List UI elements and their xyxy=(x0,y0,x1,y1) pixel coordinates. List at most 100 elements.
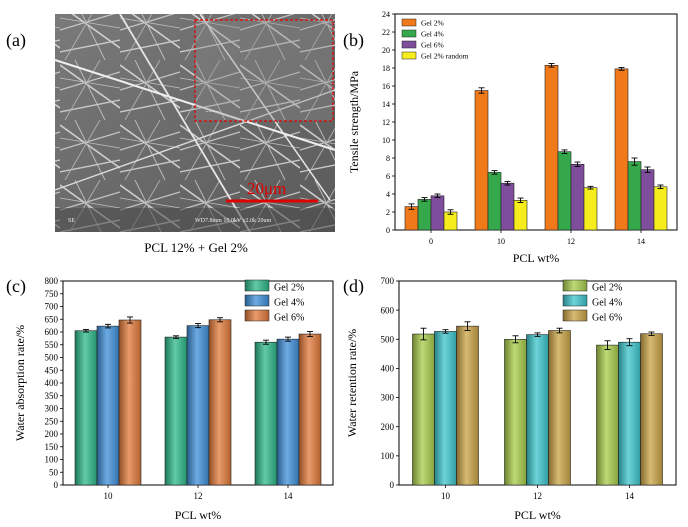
x-tick-label: 10 xyxy=(497,237,505,246)
legend-swatch xyxy=(401,40,417,49)
legend-label: Gel 6% xyxy=(592,313,622,324)
bar xyxy=(640,333,663,486)
y-tick-label: 400 xyxy=(381,364,395,374)
legend-label: Gel 2% random xyxy=(421,52,469,61)
panel-label-b: (b) xyxy=(343,30,364,51)
y-tick-label: 600 xyxy=(45,327,59,337)
chart-water-retention: 0 100 200 300 400 500 600 700 10 12 14 PCL wt% Water… xyxy=(345,276,677,522)
x-tick-label: 12 xyxy=(567,237,575,246)
legend-swatch xyxy=(562,279,588,292)
bar xyxy=(254,341,278,486)
y-tick-label: 8 xyxy=(386,154,390,163)
legend-swatch xyxy=(562,294,588,307)
bar xyxy=(618,341,641,486)
y-tick-label: 6 xyxy=(386,172,390,181)
y-tick-label: 500 xyxy=(45,353,59,363)
sem-image: ........ 20μm SE WD7.8mm 10.0kV x2.0k 20… xyxy=(54,13,336,233)
y-tick-label: 4 xyxy=(386,190,390,199)
bar xyxy=(412,333,435,486)
y-tick-label: 600 xyxy=(381,305,395,315)
y-tick-label: 500 xyxy=(381,334,395,344)
y-axis-label: Water absorption rate/% xyxy=(13,325,27,441)
y-tick-label: 800 xyxy=(45,276,59,286)
bar xyxy=(653,186,668,231)
x-tick-label: 14 xyxy=(625,491,635,501)
panel-label-c: (c) xyxy=(6,276,26,297)
y-tick-label: 250 xyxy=(45,416,59,426)
x-tick-label: 10 xyxy=(104,491,114,501)
legend-label: Gel 4% xyxy=(592,298,622,309)
sem-footer-right: WD7.8mm 10.0kV x2.0k 20um xyxy=(195,218,272,224)
y-tick-label: 0 xyxy=(386,226,390,235)
y-tick-label: 16 xyxy=(382,82,390,91)
sem-inset-region xyxy=(195,20,333,121)
legend-swatch xyxy=(244,294,270,307)
y-tick-label: 100 xyxy=(45,455,59,465)
chart-water-absorption: 0 50 100 150 200 250 300 350 400 450 500 550 600 650 7… xyxy=(13,276,334,522)
y-tick-label: 200 xyxy=(45,429,59,439)
panel-label-a: (a) xyxy=(6,30,26,51)
y-tick-label: 300 xyxy=(45,404,59,414)
bar xyxy=(526,334,549,486)
bar xyxy=(164,336,188,486)
legend-swatch xyxy=(244,279,270,292)
bar xyxy=(596,344,619,486)
y-tick-label: 350 xyxy=(45,391,59,401)
bar xyxy=(430,195,445,231)
bar xyxy=(583,187,598,231)
y-tick-label: 700 xyxy=(381,276,395,286)
legend-label: Gel 4% xyxy=(421,30,444,39)
legend-swatch xyxy=(401,18,417,27)
bar xyxy=(570,164,585,231)
y-tick-label: 750 xyxy=(45,289,59,299)
y-tick-label: 200 xyxy=(381,422,395,432)
y-tick-label: 18 xyxy=(382,64,390,73)
legend-label: Gel 2% xyxy=(421,19,444,28)
y-tick-label: 150 xyxy=(45,442,59,452)
bar xyxy=(186,325,210,486)
bar xyxy=(627,161,642,231)
y-axis-label: Tensile strength/MPa xyxy=(347,70,361,173)
sem-inset-label: ........ xyxy=(205,106,219,114)
x-tick-label: 14 xyxy=(637,237,645,246)
y-tick-label: 50 xyxy=(49,467,59,477)
bar xyxy=(298,333,322,486)
x-tick-label: 10 xyxy=(441,491,451,501)
bar xyxy=(276,338,300,486)
y-tick-label: 14 xyxy=(382,100,390,109)
bar xyxy=(557,151,572,231)
bar xyxy=(513,200,528,231)
panel-a: (a) ........ 20μm SE WD7.8mm 10.0kV x2.0… xyxy=(6,13,336,255)
x-tick-label: 14 xyxy=(284,491,294,501)
sem-caption: PCL 12% + Gel 2% xyxy=(144,240,248,255)
y-axis-label: Water retention rate/% xyxy=(345,329,359,437)
legend-swatch xyxy=(401,51,417,60)
bar xyxy=(544,65,559,231)
legend-label: Gel 2% xyxy=(274,283,304,294)
x-axis-label: PCL wt% xyxy=(175,508,222,522)
y-tick-label: 24 xyxy=(382,10,390,19)
legend-label: Gel 4% xyxy=(274,298,304,309)
y-tick-label: 10 xyxy=(382,136,390,145)
y-tick-label: 100 xyxy=(381,451,395,461)
legend-swatch xyxy=(562,309,588,322)
y-tick-label: 22 xyxy=(382,28,390,37)
bar xyxy=(74,330,98,486)
bar xyxy=(487,172,502,231)
y-tick-label: 20 xyxy=(382,46,390,55)
legend-label: Gel 6% xyxy=(421,41,444,50)
legend-label: Gel 6% xyxy=(274,313,304,324)
bar xyxy=(500,182,515,231)
legend-swatch xyxy=(401,29,417,38)
y-tick-label: 300 xyxy=(381,393,395,403)
bar xyxy=(640,169,655,231)
sem-footer-left: SE xyxy=(68,218,75,224)
bar xyxy=(614,68,629,231)
sem-inset-box xyxy=(194,19,334,122)
bar xyxy=(548,330,571,486)
y-tick-label: 0 xyxy=(390,480,395,490)
x-tick-label: 0 xyxy=(429,237,433,246)
y-tick-label: 0 xyxy=(54,480,59,490)
